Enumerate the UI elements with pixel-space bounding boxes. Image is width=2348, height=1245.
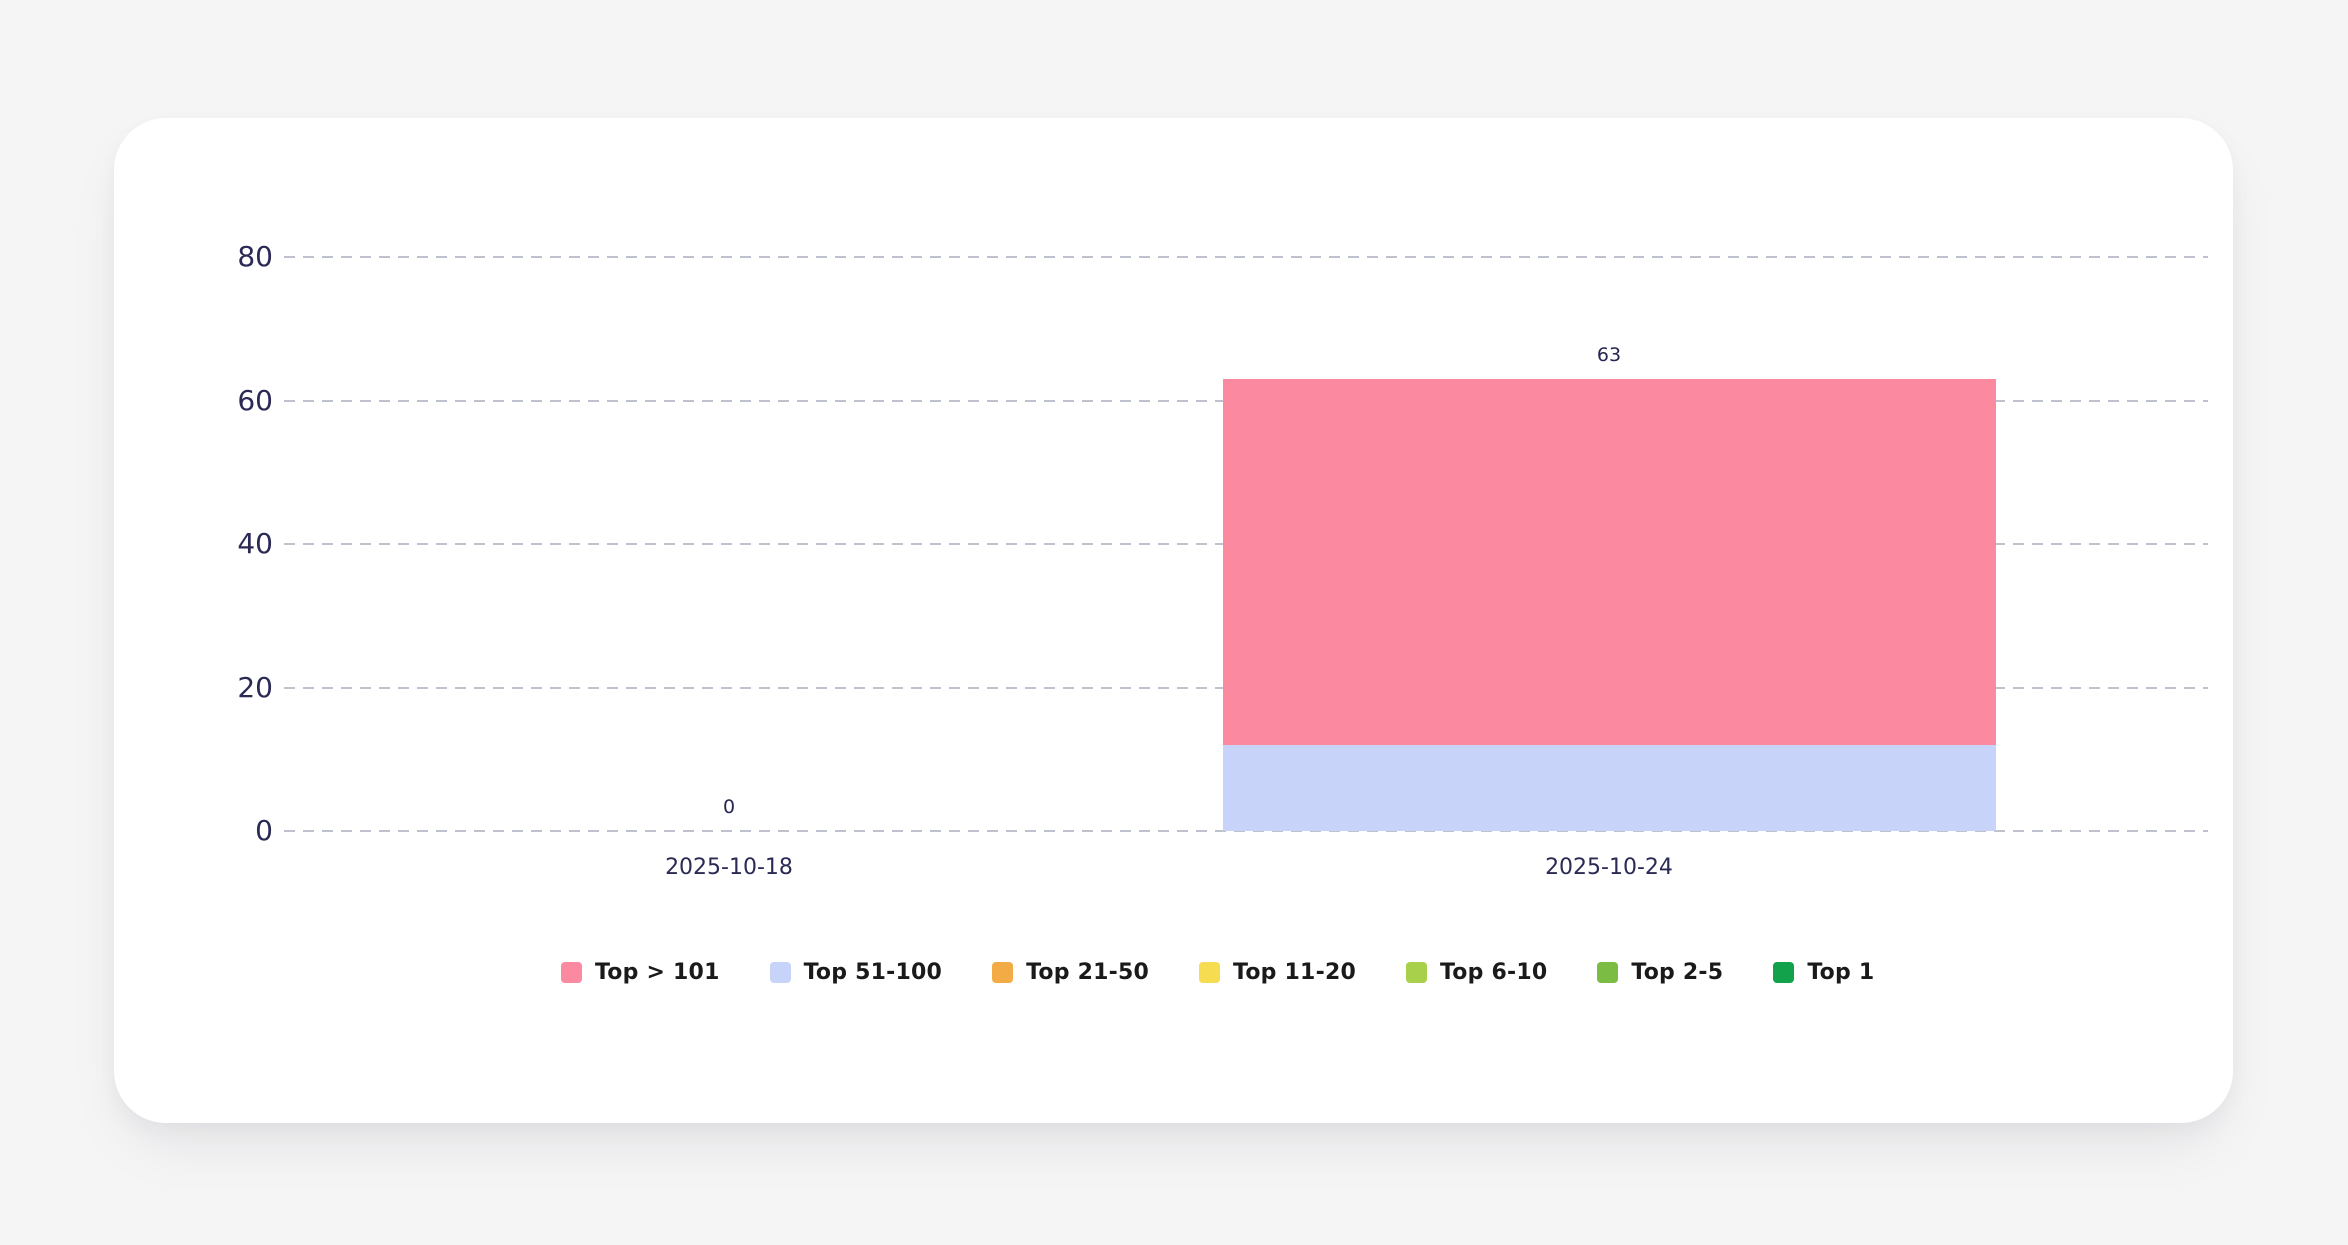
- legend-item-top->-101[interactable]: Top > 101: [561, 960, 720, 985]
- bar-segment-top->-101[interactable]: [1222, 379, 1996, 745]
- y-axis-tick-label: 20: [237, 670, 273, 704]
- legend-item-top-51-100[interactable]: Top 51-100: [769, 959, 943, 985]
- legend-swatch-icon: [1199, 961, 1221, 983]
- plot-area: 0 63: [284, 256, 2208, 832]
- chart-legend: Top > 101 Top 51-100 Top 21-50 Top 11-20 Top…: [561, 959, 1874, 985]
- legend-swatch-icon: [769, 961, 791, 983]
- y-axis-tick-label: 80: [237, 240, 273, 273]
- bar-segment-top-51-100[interactable]: [1222, 745, 1996, 831]
- legend-swatch-icon: [1406, 961, 1427, 983]
- legend-item-label: Top 6-10: [1440, 959, 1548, 985]
- legend-swatch-icon: [561, 961, 582, 983]
- bar-total-label: 0: [722, 796, 736, 818]
- y-gridline-80: [284, 256, 2208, 258]
- legend-item-label: Top 11-20: [1233, 959, 1356, 985]
- legend-item-label: Top 21-50: [1026, 959, 1150, 985]
- legend-item-label: Top > 101: [595, 959, 720, 985]
- y-axis-tick-label: 40: [237, 527, 273, 560]
- y-axis-tick-label: 60: [237, 383, 273, 417]
- legend-swatch-icon: [992, 961, 1014, 983]
- legend-swatch-icon: [1597, 961, 1619, 983]
- legend-item-top-11-20[interactable]: Top 11-20: [1199, 960, 1356, 985]
- x-axis-tick-label: 2025-10-18: [665, 855, 793, 880]
- y-axis-tick-label: 0: [255, 814, 273, 847]
- legend-swatch-icon: [1773, 961, 1795, 983]
- bar-column-2025-10-18: 0: [343, 257, 1116, 831]
- x-axis-tick-label: 2025-10-24: [1545, 855, 1673, 880]
- legend-item-top-21-50[interactable]: Top 21-50: [992, 960, 1149, 985]
- legend-item-label: Top 1: [1807, 959, 1875, 985]
- legend-item-top-6-10[interactable]: Top 6-10: [1406, 960, 1547, 985]
- legend-item-label: Top 51-100: [803, 959, 943, 985]
- bar-total-label: 63: [1596, 344, 1622, 366]
- bar-column-2025-10-24: 63: [1222, 257, 1996, 831]
- legend-item-top-1[interactable]: Top 1: [1773, 960, 1874, 985]
- legend-item-label: Top 2-5: [1631, 959, 1724, 985]
- chart-card: 0 63 Top > 101 Top 51-100 Top 21-50 Top 11-2…: [114, 118, 2233, 1123]
- legend-item-top-2-5[interactable]: Top 2-5: [1597, 960, 1723, 985]
- y-gridline-0: [284, 830, 2208, 832]
